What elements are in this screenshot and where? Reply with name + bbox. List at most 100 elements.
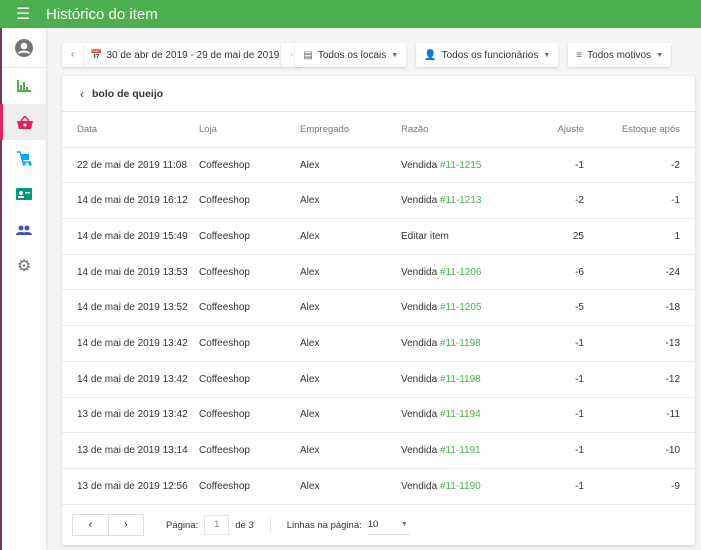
table-row: 13 de mai de 2019 13:42 Coffeeshop Alex … — [62, 398, 695, 434]
items-basket-icon[interactable] — [0, 104, 46, 140]
row-stock-after: 1 — [674, 230, 680, 242]
receipt-link[interactable]: #11-1198 — [439, 337, 481, 349]
column-header-stock-after: Estoque após — [621, 123, 680, 135]
reason-text: Vendida — [401, 337, 438, 349]
row-employee: Alex — [300, 195, 320, 207]
row-stock-after: -11 — [666, 409, 680, 421]
reasons-filter[interactable]: ≡ Todos motivos ▼ — [568, 43, 671, 67]
row-stock-after: -1 — [671, 195, 680, 207]
row-adjustment: -1 — [575, 409, 584, 421]
customers-icon[interactable] — [2, 212, 46, 248]
column-header-reason: Razão — [401, 123, 429, 135]
row-reason: Vendida #11-1206 — [401, 267, 481, 278]
divider — [269, 517, 271, 533]
receipt-link[interactable]: #11-1205 — [439, 302, 482, 314]
filter-icon: ≡ — [576, 49, 583, 61]
reason-text: Vendida — [401, 195, 438, 207]
prev-period-button[interactable]: ‹ — [62, 43, 84, 67]
hamburger-icon[interactable]: ☰ — [15, 6, 31, 23]
table-row: 22 de mai de 2019 11:08 Coffeeshop Alex … — [62, 148, 695, 184]
row-store: Coffeeshop — [199, 480, 250, 492]
row-date: 14 de mai de 2019 13:42 — [77, 373, 188, 385]
row-reason: Vendida #11-1194 — [401, 409, 481, 420]
date-range-picker[interactable]: ‹ 📅 30 de abr de 2019 - 29 de mai de 201… — [62, 43, 302, 67]
table-row: 14 de mai de 2019 13:42 Coffeeshop Alex … — [62, 326, 695, 362]
row-date: 14 de mai de 2019 16:12 — [77, 195, 188, 207]
next-period-button[interactable]: › — [280, 43, 302, 67]
reason-text: Vendida — [401, 445, 438, 457]
employees-filter-label: Todos os funcionários — [441, 49, 539, 61]
reports-icon[interactable] — [2, 68, 46, 104]
top-bar: ☰ Histórico do item — [0, 0, 701, 28]
row-store: Coffeeshop — [199, 302, 250, 314]
calendar-icon: 📅 — [90, 49, 103, 61]
row-date: 14 de mai de 2019 15:49 — [77, 230, 188, 242]
stores-filter[interactable]: ▤ Todos os locais ▼ — [295, 43, 407, 67]
column-header-date: Data — [77, 123, 98, 135]
row-store: Coffeeshop — [199, 159, 250, 171]
row-employee: Alex — [300, 266, 320, 278]
page-title: Histórico do item — [46, 5, 158, 23]
caret-down-icon: ▼ — [656, 51, 663, 59]
row-date: 13 de mai de 2019 13:42 — [77, 409, 188, 421]
row-store: Coffeeshop — [199, 409, 250, 421]
receipt-link[interactable]: #11-1215 — [439, 159, 482, 171]
row-stock-after: -10 — [665, 445, 680, 457]
row-adjustment: -2 — [575, 195, 584, 207]
card-header: ‹ bolo de queijo — [62, 76, 695, 112]
row-store: Coffeeshop — [199, 266, 250, 278]
row-store: Coffeeshop — [199, 230, 250, 242]
row-employee: Alex — [300, 480, 320, 492]
receipt-link[interactable]: #11-1191 — [439, 445, 481, 457]
caret-down-icon: ▼ — [391, 51, 399, 59]
row-adjustment: -1 — [575, 445, 584, 457]
rows-per-page-label: Linhas na página: — [286, 519, 362, 531]
receipt-link[interactable]: #11-1213 — [439, 195, 482, 207]
row-adjustment: -1 — [575, 159, 584, 171]
row-date: 22 de mai de 2019 11:08 — [77, 159, 187, 171]
rows-per-page-select[interactable]: 10 ▼ — [367, 515, 410, 535]
table-row: 14 de mai de 2019 13:52 Coffeeshop Alex … — [62, 290, 695, 327]
receipt-link[interactable]: #11-1190 — [439, 480, 481, 492]
row-stock-after: -13 — [665, 337, 680, 349]
filter-bar: ▤ Todos os locais ▼ 👤 Todos os funcionários… — [295, 43, 671, 67]
table-row: 13 de mai de 2019 13:14 Coffeeshop Alex … — [62, 433, 695, 469]
row-adjustment: -1 — [575, 373, 584, 385]
row-reason: Vendida #11-1198 — [401, 338, 481, 349]
reason-text: Vendida — [401, 373, 438, 385]
next-page-button[interactable]: › — [108, 515, 143, 535]
item-history-card: ‹ bolo de queijo Data Loja Empregado Raz… — [62, 76, 695, 545]
caret-down-icon: ▼ — [400, 521, 408, 528]
row-reason: Vendida #11-1205 — [401, 302, 481, 313]
back-arrow-icon[interactable]: ‹ — [80, 86, 84, 101]
account-icon[interactable] — [2, 28, 46, 68]
employees-filter[interactable]: 👤 Todos os funcionários ▼ — [416, 43, 559, 67]
date-range-label: 30 de abr de 2019 - 29 de mai de 2019 — [106, 49, 280, 61]
settings-icon[interactable]: ⚙ — [16, 258, 32, 275]
table-row: 13 de mai de 2019 12:56 Coffeeshop Alex … — [62, 469, 695, 505]
item-name: bolo de queijo — [92, 87, 164, 100]
pagination: ‹ › Página: 1 de 3 Linhas na página: 10 ▼ — [62, 505, 695, 545]
page-input[interactable]: 1 — [204, 515, 230, 535]
stores-filter-label: Todos os locais — [317, 49, 387, 61]
table-row: 14 de mai de 2019 15:49 Coffeeshop Alex … — [62, 219, 695, 255]
row-reason: Vendida #11-1198 — [401, 374, 481, 385]
row-employee: Alex — [300, 445, 320, 457]
prev-page-button[interactable]: ‹ — [88, 519, 93, 531]
receipt-link[interactable]: #11-1206 — [439, 266, 482, 278]
reason-text: Editar item — [401, 230, 449, 242]
sidebar: ⚙ — [0, 28, 46, 550]
row-stock-after: -18 — [665, 302, 680, 314]
employees-card-icon[interactable] — [2, 176, 46, 212]
receipt-link[interactable]: #11-1194 — [439, 409, 481, 421]
row-store: Coffeeshop — [199, 373, 250, 385]
table-row: 14 de mai de 2019 16:12 Coffeeshop Alex … — [62, 183, 695, 220]
page-label: Página: — [166, 519, 199, 531]
receipt-link[interactable]: #11-1198 — [439, 373, 481, 385]
inventory-icon[interactable] — [2, 140, 46, 176]
reason-text: Vendida — [401, 409, 438, 421]
table-row: 14 de mai de 2019 13:53 Coffeeshop Alex … — [62, 255, 695, 291]
column-header-store: Loja — [199, 123, 217, 135]
row-store: Coffeeshop — [199, 337, 250, 349]
row-reason: Vendida #11-1191 — [401, 445, 481, 456]
